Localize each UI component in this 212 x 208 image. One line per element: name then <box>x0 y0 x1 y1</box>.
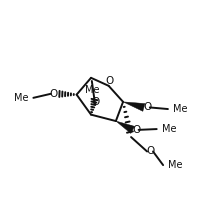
Text: O: O <box>91 97 99 106</box>
Text: O: O <box>146 146 155 156</box>
Polygon shape <box>116 121 135 133</box>
Text: Me: Me <box>85 85 99 95</box>
Polygon shape <box>123 102 145 111</box>
Text: O: O <box>49 89 57 99</box>
Text: O: O <box>105 76 114 86</box>
Text: Me: Me <box>168 160 183 170</box>
Text: Me: Me <box>14 93 28 103</box>
Text: O: O <box>143 103 152 113</box>
Text: Me: Me <box>162 124 176 134</box>
Text: O: O <box>132 125 140 135</box>
Text: Me: Me <box>173 104 188 114</box>
